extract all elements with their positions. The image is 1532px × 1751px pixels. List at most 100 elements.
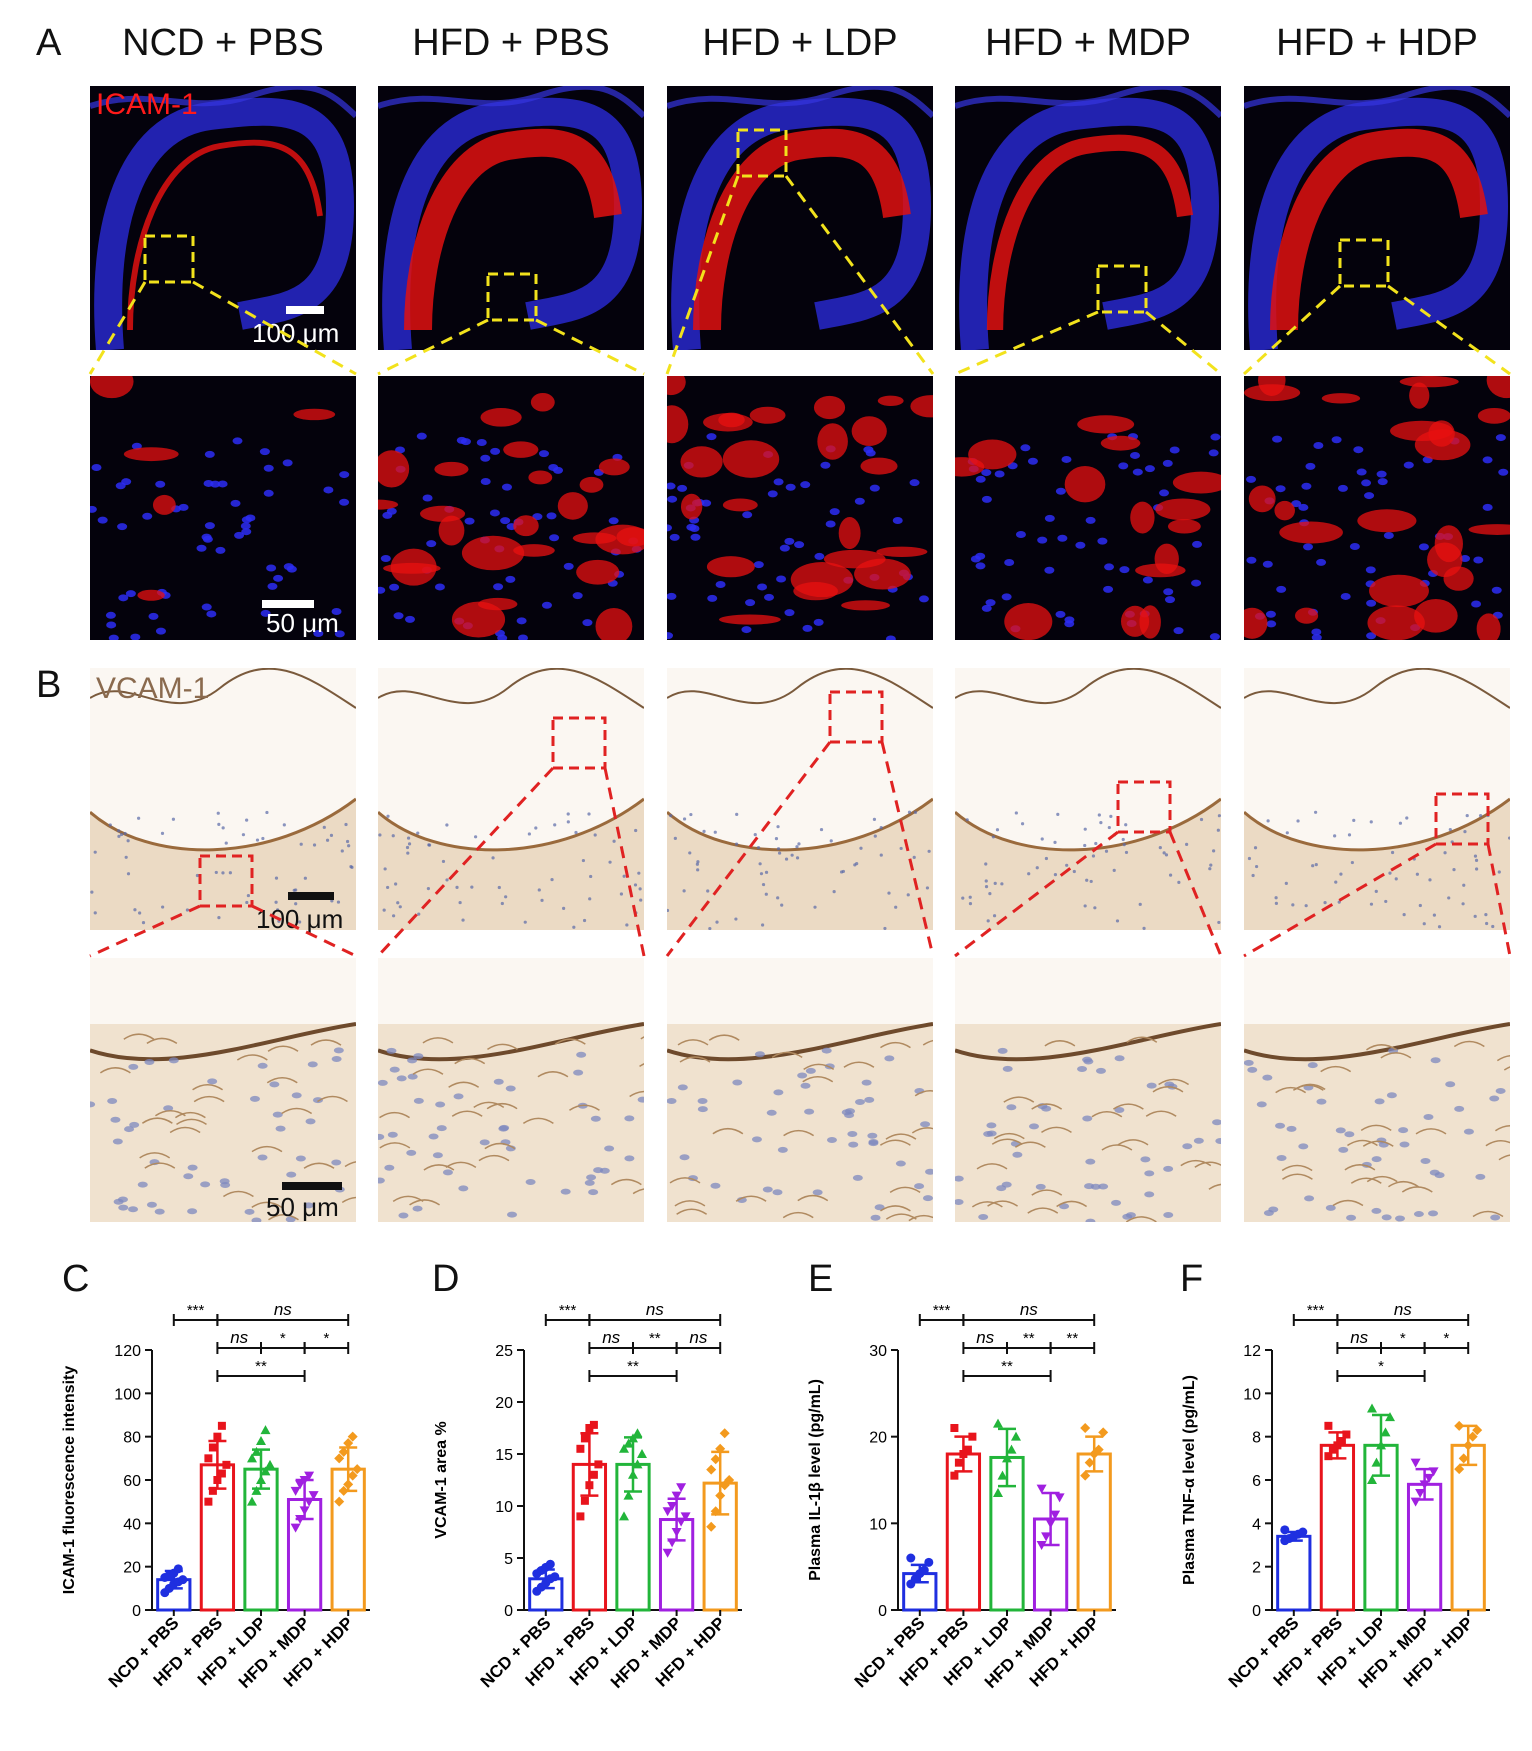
data-point xyxy=(632,1428,643,1438)
data-point xyxy=(247,1453,257,1463)
significance-label: ns xyxy=(230,1328,248,1347)
data-point xyxy=(1280,1525,1290,1535)
scale-bar xyxy=(282,1182,342,1190)
data-point xyxy=(213,1476,222,1484)
y-tick-label: 40 xyxy=(123,1516,141,1533)
data-point xyxy=(1380,1427,1391,1437)
data-point xyxy=(671,1491,682,1501)
y-tick-label: 20 xyxy=(123,1560,141,1577)
data-point xyxy=(993,1488,1003,1497)
significance-label: ** xyxy=(1001,1358,1013,1375)
y-tick-label: 20 xyxy=(495,1395,513,1412)
data-point xyxy=(343,1438,354,1449)
data-point xyxy=(1472,1425,1483,1436)
data-point xyxy=(304,1471,315,1481)
data-point xyxy=(623,1490,634,1500)
data-point xyxy=(1463,1440,1474,1451)
vcam-ihc-image xyxy=(1244,958,1510,1222)
bar xyxy=(243,1467,279,1612)
significance-label: ns xyxy=(1020,1300,1038,1319)
data-point xyxy=(719,1428,730,1439)
data-point xyxy=(950,1424,959,1432)
data-point xyxy=(299,1506,310,1516)
vcam-ihc-image xyxy=(955,958,1221,1222)
data-point xyxy=(204,1497,213,1506)
vcam-ihc-image xyxy=(1244,668,1510,930)
y-tick-label: 100 xyxy=(114,1386,141,1403)
data-point xyxy=(719,1480,730,1491)
data-point xyxy=(247,1496,257,1506)
vcam-ihc-image xyxy=(667,958,933,1222)
data-point xyxy=(347,1470,358,1481)
scale-bar xyxy=(286,306,324,314)
data-point xyxy=(1333,1441,1342,1450)
data-point xyxy=(906,1553,916,1563)
data-point xyxy=(1410,1497,1421,1507)
significance-label: * xyxy=(280,1330,286,1347)
data-point xyxy=(632,1459,643,1469)
scale-bar-label: 50 μm xyxy=(266,608,339,638)
data-point xyxy=(1367,1475,1377,1484)
data-point xyxy=(950,1471,959,1480)
data-point xyxy=(580,1496,589,1505)
significance-label: *** xyxy=(1307,1302,1325,1319)
y-tick-label: 0 xyxy=(504,1603,513,1620)
data-point xyxy=(299,1476,310,1485)
data-point xyxy=(1084,1457,1095,1468)
icam-fluorescence-image xyxy=(378,376,644,640)
column-header: HFD + PBS xyxy=(412,22,610,64)
data-point xyxy=(178,1575,188,1585)
data-point xyxy=(1036,1484,1047,1494)
y-axis-label: ICAM-1 fluorescence intensity xyxy=(61,1366,78,1595)
data-point xyxy=(1454,1464,1465,1475)
data-point xyxy=(585,1481,594,1490)
y-tick-label: 2 xyxy=(1252,1560,1261,1577)
scale-bar-label: 50 μm xyxy=(266,1192,339,1222)
data-point xyxy=(338,1446,349,1457)
data-point xyxy=(1036,1541,1047,1550)
data-point xyxy=(347,1431,358,1442)
panel-label-b: B xyxy=(36,664,62,706)
data-point xyxy=(623,1438,634,1448)
data-point xyxy=(1002,1453,1012,1463)
significance-label: ** xyxy=(1067,1330,1079,1347)
icam-fluorescence-image xyxy=(667,86,933,350)
panel-label-a: A xyxy=(36,22,62,64)
data-point xyxy=(1011,1431,1021,1441)
panel-label-d: D xyxy=(432,1258,460,1300)
significance-label: ns xyxy=(1394,1300,1412,1319)
vcam-ihc-image xyxy=(378,958,644,1222)
data-point xyxy=(954,1458,963,1467)
significance-label: * xyxy=(1400,1330,1406,1347)
vcam-ihc-image xyxy=(90,668,356,930)
significance-label: ns xyxy=(976,1328,994,1347)
y-tick-label: 25 xyxy=(495,1343,513,1360)
scale-bar-label: 100 μm xyxy=(256,904,344,934)
data-point xyxy=(256,1436,266,1445)
significance-label: ** xyxy=(255,1358,267,1375)
data-point xyxy=(1467,1431,1478,1442)
y-tick-label: 0 xyxy=(132,1603,141,1620)
icam-fluorescence-image xyxy=(955,86,1221,350)
data-point xyxy=(1454,1420,1465,1431)
data-point xyxy=(290,1486,301,1496)
data-point xyxy=(580,1434,589,1443)
data-point xyxy=(637,1449,647,1458)
y-tick-label: 15 xyxy=(495,1447,513,1464)
data-point xyxy=(968,1432,977,1441)
data-point xyxy=(676,1517,687,1527)
data-point xyxy=(680,1512,691,1522)
data-point xyxy=(290,1523,301,1533)
y-axis-label: Plasma IL-1β level (pg/mL) xyxy=(807,1379,824,1581)
significance-label: ns xyxy=(646,1300,664,1319)
y-tick-label: 4 xyxy=(1252,1516,1261,1533)
data-point xyxy=(676,1483,687,1493)
icam-fluorescence-image xyxy=(90,376,356,640)
data-point xyxy=(251,1446,262,1456)
vcam-ihc-image xyxy=(90,958,356,1222)
data-point xyxy=(1298,1527,1308,1537)
data-point xyxy=(334,1453,345,1464)
icam-stain-label: ICAM-1 xyxy=(96,88,198,121)
significance-label: ns xyxy=(274,1300,292,1319)
panel-label-f: F xyxy=(1180,1258,1204,1300)
